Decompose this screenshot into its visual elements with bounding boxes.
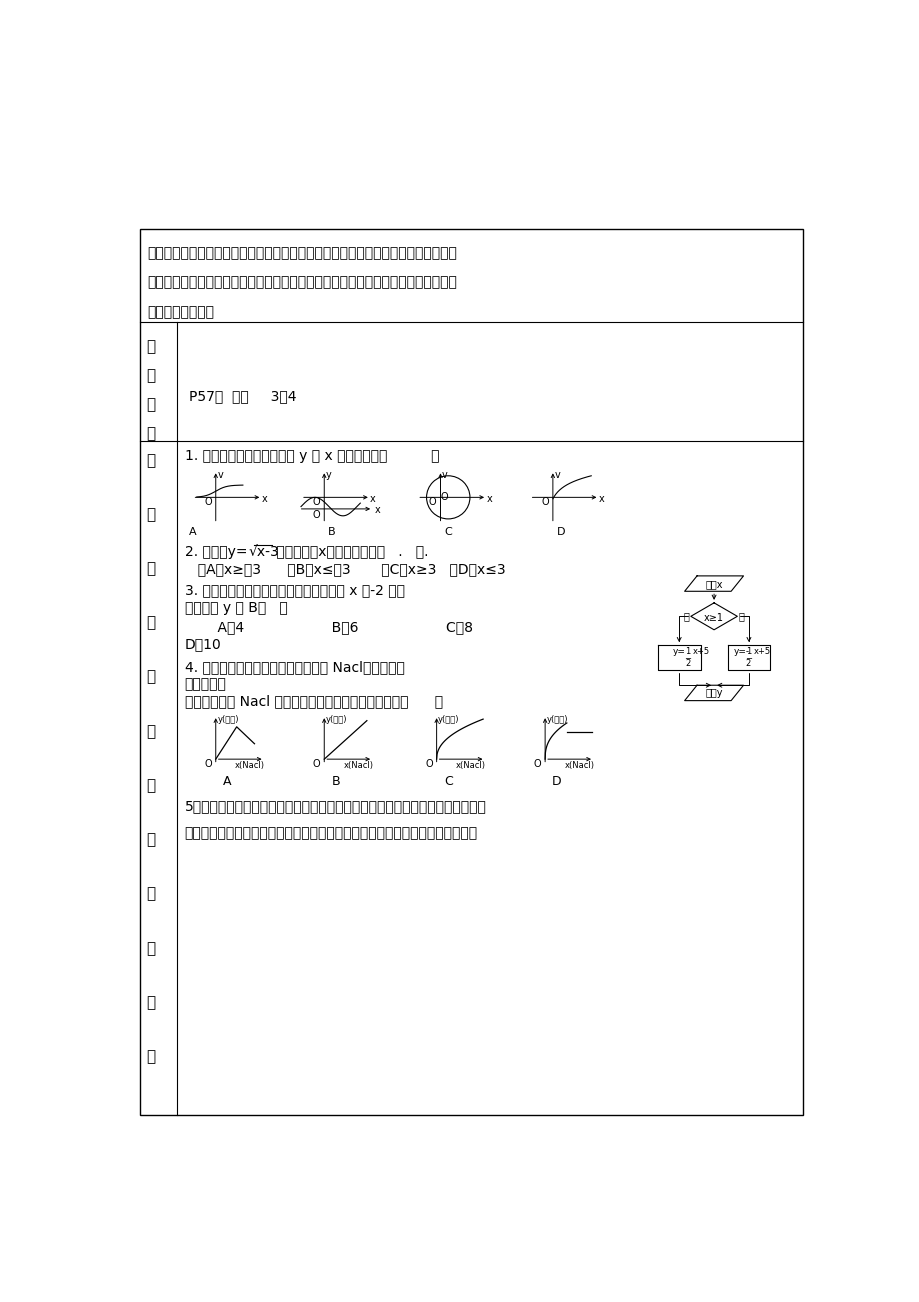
Text: 是: 是	[683, 612, 688, 621]
Text: x: x	[261, 493, 267, 504]
Text: A．4                    B．6                    C．8: A．4 B．6 C．8	[200, 621, 472, 634]
Text: x≥1: x≥1	[703, 613, 723, 622]
Text: O: O	[425, 759, 432, 769]
Text: 练: 练	[146, 995, 155, 1010]
Text: 1. 下列图形中的曲线不表示 y 是 x 的函数的是（          ）: 1. 下列图形中的曲线不表示 y 是 x 的函数的是（ ）	[185, 449, 438, 462]
Text: 2. 在函数y=: 2. 在函数y=	[185, 546, 247, 559]
Text: 考: 考	[146, 724, 155, 738]
Text: 习: 习	[146, 1049, 155, 1064]
Text: O: O	[312, 497, 320, 508]
Text: x+5: x+5	[753, 647, 770, 656]
Text: x(Nacl): x(Nacl)	[456, 762, 485, 771]
Text: 点: 点	[146, 779, 155, 793]
Text: O: O	[312, 510, 320, 521]
Text: A: A	[223, 775, 232, 788]
Text: x: x	[598, 493, 604, 504]
Text: 3. 根据流程右边图中的程序，当输入数値 x 为-2 时，: 3. 根据流程右边图中的程序，当输入数値 x 为-2 时，	[185, 583, 404, 598]
Text: O: O	[440, 492, 448, 503]
Text: ．: ．	[146, 669, 155, 685]
Text: x: x	[486, 493, 492, 504]
Text: 从中初步体会一元一次不等式、一元一次方程与一次函数的内在联系，使我们感受到: 从中初步体会一元一次不等式、一元一次方程与一次函数的内在联系，使我们感受到	[147, 246, 457, 260]
Text: 2: 2	[745, 659, 750, 668]
Text: （A）x≥－3      （B）x≤－3       （C）x≥3   （D）x≤3: （A）x≥－3 （B）x≤－3 （C）x≥3 （D）x≤3	[188, 562, 505, 575]
Text: B: B	[328, 527, 335, 538]
Text: B: B	[331, 775, 340, 788]
Text: 盐水溶液的: 盐水溶液的	[185, 677, 226, 691]
Text: O: O	[204, 497, 211, 508]
Text: x(Nacl): x(Nacl)	[344, 762, 373, 771]
Text: 置: 置	[146, 427, 155, 441]
Text: √x-3: √x-3	[248, 546, 278, 559]
Text: y=: y=	[672, 647, 685, 656]
Text: O: O	[428, 497, 437, 508]
Text: 1: 1	[685, 647, 690, 656]
Text: v: v	[441, 470, 448, 480]
Text: O: O	[540, 497, 549, 508]
Text: 4. 在常温下向一定量的水中加入食盐 Nacl，则能表示: 4. 在常温下向一定量的水中加入食盐 Nacl，则能表示	[185, 660, 404, 674]
Text: y: y	[325, 470, 331, 480]
Text: 业: 业	[146, 368, 155, 383]
Text: D: D	[556, 527, 564, 538]
Text: y(浓度): y(浓度)	[325, 715, 347, 724]
Text: 作: 作	[146, 339, 155, 354]
Text: 浓度与加入的 Nacl 的量之间的变化关系的图象大致是（      ）: 浓度与加入的 Nacl 的量之间的变化关系的图象大致是（ ）	[185, 694, 442, 708]
Text: 及: 及	[146, 616, 155, 630]
Text: 2: 2	[685, 659, 690, 668]
Text: 5．一列货运火车从梅州站出发，匀加速行驶一段时间后开始匀速行驶，过了一段: 5．一列货运火车从梅州站出发，匀加速行驶一段时间后开始匀速行驶，过了一段	[185, 799, 486, 814]
Text: 中，自变量x的取値范围是（   .   ）.: 中，自变量x的取値范围是（ . ）.	[271, 546, 427, 559]
Text: 重: 重	[146, 453, 155, 467]
Text: 固: 固	[146, 887, 155, 901]
Text: 输出y: 输出y	[705, 689, 722, 698]
Text: ─: ─	[745, 652, 750, 661]
Text: ─: ─	[685, 652, 689, 661]
Text: x+5: x+5	[692, 647, 709, 656]
Text: 输入x: 输入x	[705, 579, 722, 589]
Text: y(浓度): y(浓度)	[546, 715, 568, 724]
Text: 否: 否	[738, 612, 744, 621]
Text: 之间的内在联系。: 之间的内在联系。	[147, 305, 214, 319]
Text: 难: 难	[146, 506, 155, 522]
Text: C: C	[443, 775, 452, 788]
Text: 时间，火车到达下一个车站停下，装完货以后，火车又匀加速行驶，一段时间后: 时间，火车到达下一个车站停下，装完货以后，火车又匀加速行驶，一段时间后	[185, 827, 477, 840]
Text: O: O	[312, 759, 320, 769]
Text: 不等式、方程、函数是紧密联系着的一个整体，今后，我们还要继续学习并研究它们: 不等式、方程、函数是紧密联系着的一个整体，今后，我们还要继续学习并研究它们	[147, 276, 457, 289]
Text: O: O	[533, 759, 540, 769]
Text: x: x	[374, 505, 380, 516]
Text: A: A	[188, 527, 196, 538]
Text: 布: 布	[146, 397, 155, 413]
Text: v: v	[554, 470, 560, 480]
Text: 巩: 巩	[146, 832, 155, 848]
Text: O: O	[204, 759, 211, 769]
Text: 1: 1	[745, 647, 750, 656]
Text: y(浓度): y(浓度)	[217, 715, 239, 724]
Text: x(Nacl): x(Nacl)	[235, 762, 265, 771]
Text: C: C	[444, 527, 451, 538]
Bar	[140, 229, 802, 1115]
Text: 性: 性	[146, 940, 155, 956]
Text: D．10: D．10	[185, 638, 221, 651]
Text: 点: 点	[146, 561, 155, 575]
Text: D: D	[551, 775, 561, 788]
Text: 输出数値 y 为 B（   ）: 输出数値 y 为 B（ ）	[185, 600, 288, 615]
Text: P57页  习题     3、4: P57页 习题 3、4	[188, 389, 296, 404]
Text: x(Nacl): x(Nacl)	[564, 762, 594, 771]
Text: x: x	[369, 493, 375, 504]
Text: y=-: y=-	[732, 647, 749, 656]
Text: v: v	[217, 470, 222, 480]
Text: y(浓度): y(浓度)	[437, 715, 460, 724]
